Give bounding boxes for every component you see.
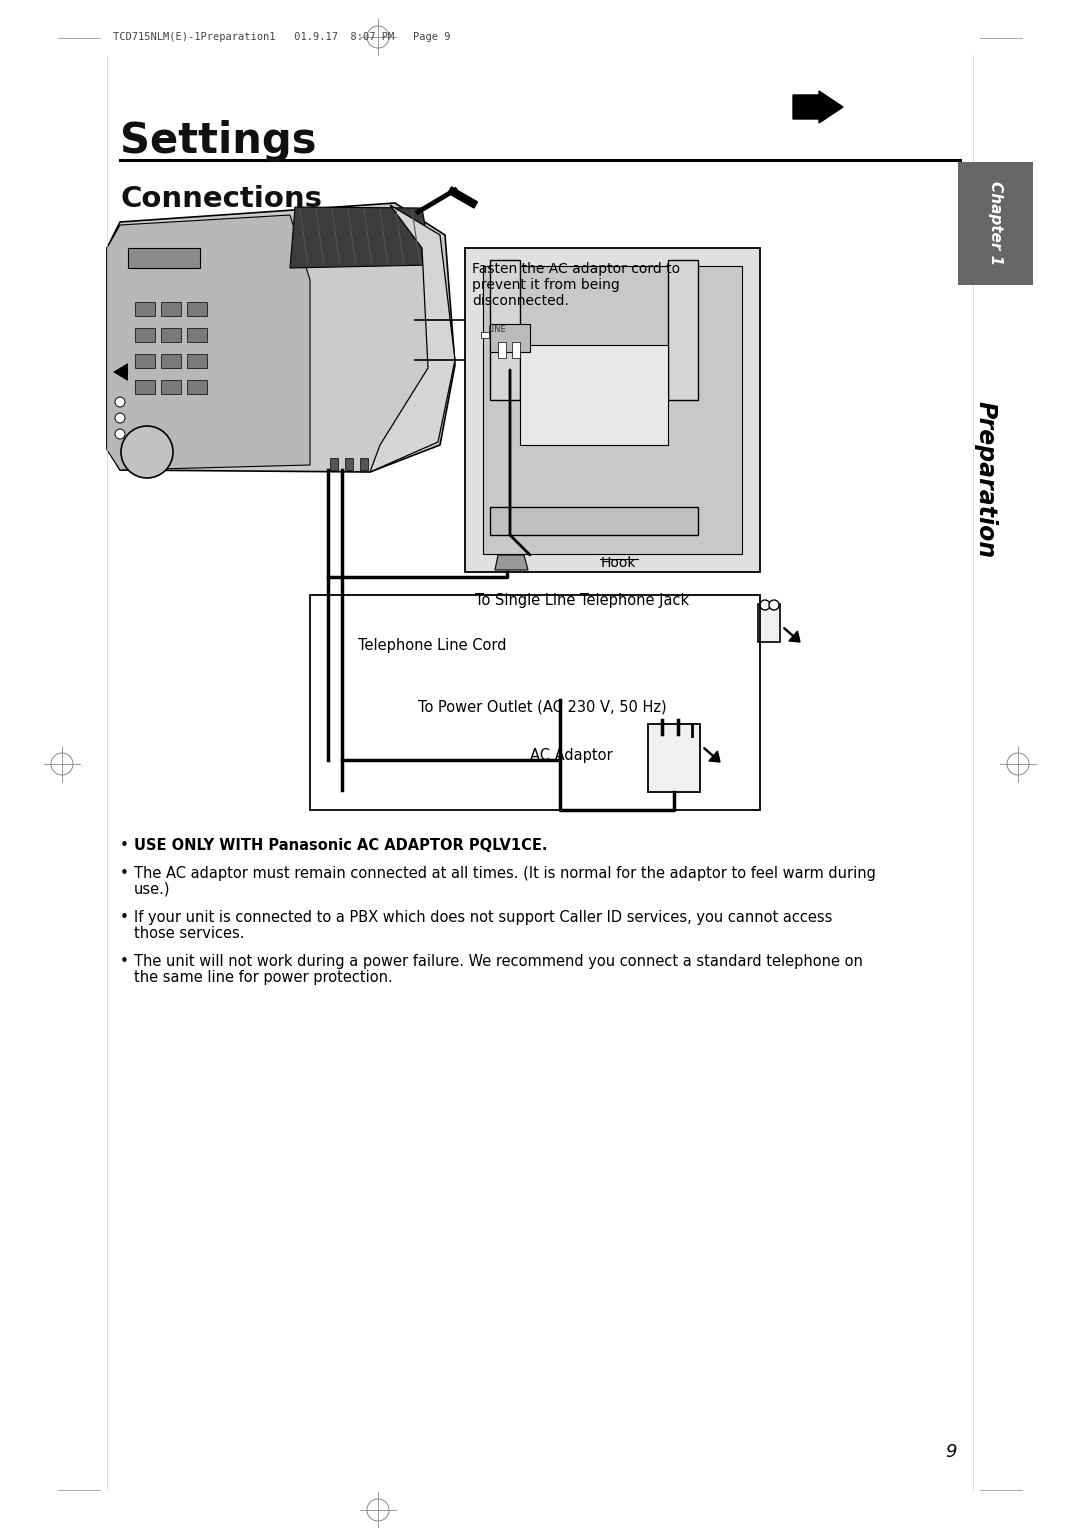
Bar (135, 329, 156, 342)
Text: prevent it from being: prevent it from being (472, 278, 620, 292)
Bar (187, 354, 207, 368)
Bar (135, 380, 156, 394)
Polygon shape (370, 205, 455, 472)
Bar (161, 354, 181, 368)
Bar (512, 342, 519, 358)
Text: Preparation: Preparation (973, 402, 997, 559)
Bar (490, 507, 698, 535)
Text: Chapter 1: Chapter 1 (987, 182, 1002, 266)
Text: •: • (120, 911, 129, 924)
Text: Connections: Connections (120, 185, 322, 212)
Text: TCD715NLM(E)-1Preparation1   01.9.17  8:07 PM   Page 9: TCD715NLM(E)-1Preparation1 01.9.17 8:07 … (113, 32, 450, 41)
Bar (330, 458, 338, 471)
Text: •: • (120, 866, 129, 882)
Bar (345, 458, 353, 471)
Bar (360, 458, 368, 471)
Text: LINE: LINE (487, 325, 505, 335)
FancyArrow shape (793, 92, 843, 122)
Polygon shape (107, 203, 455, 472)
Circle shape (760, 601, 770, 610)
Bar (958, 162, 1032, 286)
Bar (129, 248, 200, 267)
Circle shape (114, 397, 125, 406)
Text: •: • (120, 953, 129, 969)
Text: Hook: Hook (600, 556, 636, 570)
Bar (161, 329, 181, 342)
Bar (448, 186, 477, 208)
Bar (161, 380, 181, 394)
Text: •: • (120, 837, 129, 853)
Text: the same line for power protection.: the same line for power protection. (134, 970, 393, 986)
Circle shape (121, 426, 173, 478)
Polygon shape (113, 364, 129, 380)
Bar (187, 303, 207, 316)
Bar (519, 345, 669, 445)
Bar (187, 329, 207, 342)
Bar (669, 260, 698, 400)
Bar (465, 248, 760, 571)
Text: use.): use.) (134, 882, 171, 897)
Bar (648, 724, 700, 792)
Bar (481, 332, 489, 338)
Polygon shape (495, 555, 528, 570)
Bar (492, 332, 500, 338)
Text: Telephone Line Cord: Telephone Line Cord (357, 639, 507, 652)
Text: Fasten the AC adaptor cord to: Fasten the AC adaptor cord to (472, 261, 680, 277)
Text: If your unit is connected to a PBX which does not support Caller ID services, yo: If your unit is connected to a PBX which… (134, 911, 833, 924)
Text: those services.: those services. (134, 926, 244, 941)
FancyArrow shape (784, 628, 800, 642)
Bar (498, 342, 507, 358)
Text: To Power Outlet (AC 230 V, 50 Hz): To Power Outlet (AC 230 V, 50 Hz) (418, 700, 666, 715)
Bar (490, 260, 519, 400)
Polygon shape (107, 215, 310, 471)
Bar (135, 303, 156, 316)
Bar (483, 266, 742, 555)
Text: To Single Line Telephone Jack: To Single Line Telephone Jack (475, 593, 689, 608)
Text: 9: 9 (945, 1442, 957, 1461)
FancyArrow shape (704, 747, 720, 762)
Bar (187, 380, 207, 394)
Polygon shape (291, 206, 432, 267)
Text: The AC adaptor must remain connected at all times. (It is normal for the adaptor: The AC adaptor must remain connected at … (134, 866, 876, 882)
Bar (758, 604, 780, 642)
Text: Settings: Settings (120, 121, 316, 162)
Text: AC Adaptor: AC Adaptor (530, 749, 612, 762)
Circle shape (114, 413, 125, 423)
Circle shape (114, 429, 125, 439)
Bar (310, 594, 760, 810)
Bar (490, 324, 530, 351)
Bar (135, 354, 156, 368)
Text: USE ONLY WITH Panasonic AC ADAPTOR PQLV1CE.: USE ONLY WITH Panasonic AC ADAPTOR PQLV1… (134, 837, 548, 853)
Circle shape (769, 601, 779, 610)
Text: The unit will not work during a power failure. We recommend you connect a standa: The unit will not work during a power fa… (134, 953, 863, 969)
Bar (161, 303, 181, 316)
Text: disconnected.: disconnected. (472, 293, 569, 309)
